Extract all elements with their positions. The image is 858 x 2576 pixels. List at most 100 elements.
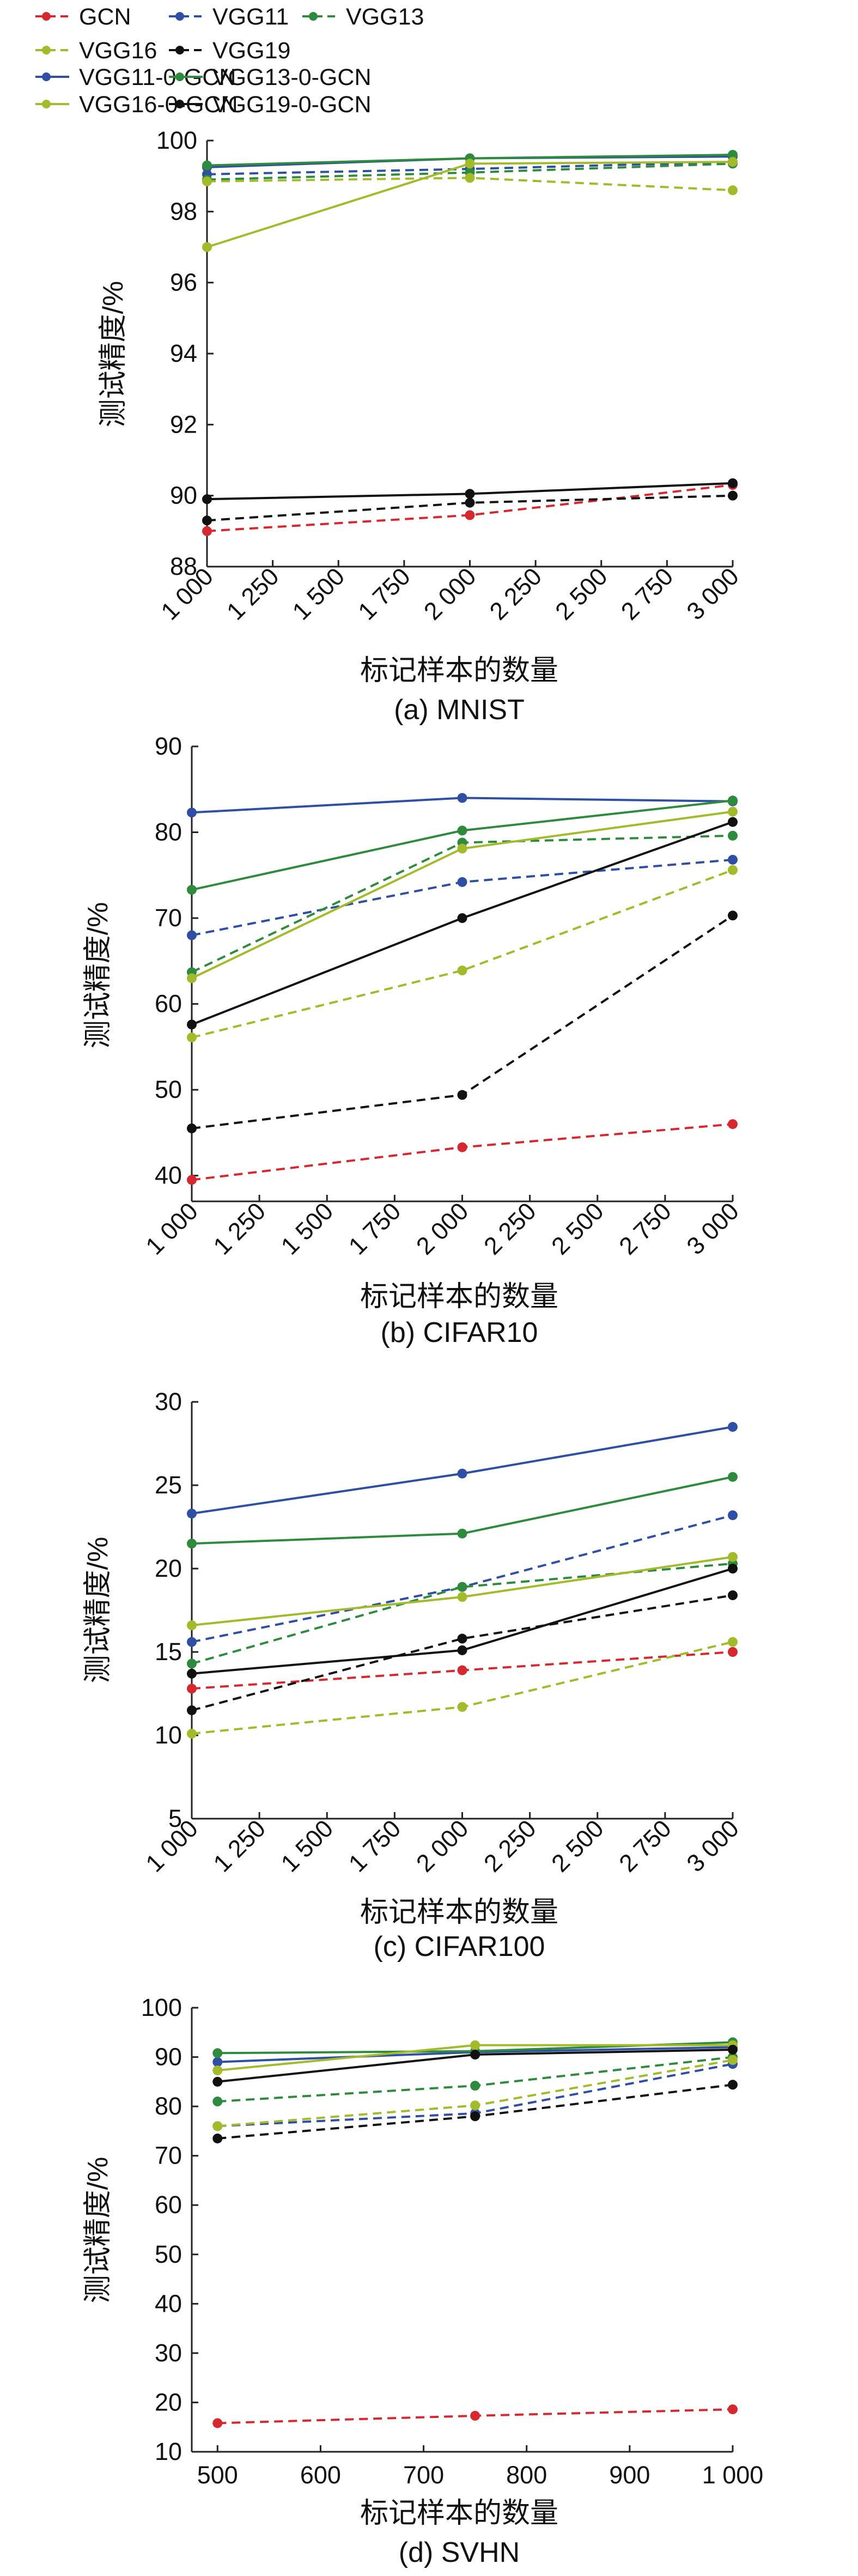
point-gcn-2000: [457, 1665, 467, 1675]
y-tick-label: 70: [155, 2142, 182, 2170]
x-tick-label: 2 250: [484, 562, 547, 625]
point-vgg11-0-gcn-2000: [457, 793, 467, 803]
y-tick-label: 20: [155, 2388, 182, 2416]
legend-label: VGG13: [346, 4, 424, 30]
y-tick-label: 80: [155, 2092, 182, 2120]
series-line-vgg16: [191, 1641, 733, 1735]
legend-label: VGG13-0-GCN: [212, 64, 372, 90]
legend-swatch-marker: [175, 72, 184, 81]
legend-label: VGG11-0-GCN: [79, 64, 236, 90]
point-gcn-1000: [202, 526, 212, 536]
point-vgg19-0-gcn-2000: [465, 489, 475, 499]
legend-label: VGG16-0-GCN: [79, 92, 238, 118]
legend-swatch-marker: [175, 100, 184, 108]
legend: GCN VGG11 VGG13 VGG16 VGG19VGG11-0-GCNVGG13-…: [35, 4, 424, 118]
y-tick-label: 88: [170, 552, 197, 580]
series-vgg11-0-gcn: [187, 793, 738, 818]
point-vgg19-0-gcn-750: [470, 2050, 480, 2060]
x-tick-label: 1 250: [208, 1197, 271, 1260]
point-vgg13-0-gcn-1000: [187, 885, 197, 895]
series-vgg19: [187, 910, 738, 1134]
x-tick-label: 2 750: [616, 562, 679, 625]
point-gcn-3000: [728, 1119, 738, 1129]
y-tick-label: 60: [155, 990, 182, 1018]
point-vgg13-0-gcn-3000: [728, 795, 738, 806]
point-vgg19-3000: [728, 910, 738, 921]
y-tick-label: 50: [155, 1076, 182, 1103]
point-gcn-2000: [457, 1142, 467, 1152]
y-tick-label: 20: [155, 1554, 182, 1582]
series-vgg13-0-gcn: [187, 1472, 738, 1549]
legend-label: GCN: [79, 4, 131, 30]
x-tick-label: 1 500: [276, 1814, 339, 1878]
y-tick-label: 30: [155, 1388, 182, 1415]
y-tick-label: 90: [155, 732, 182, 760]
series-vgg19-0-gcn: [187, 817, 738, 1030]
point-vgg11-0-gcn-3000: [728, 1421, 738, 1432]
legend-swatch-marker: [175, 12, 184, 21]
point-vgg16-0-gcn-3000: [728, 806, 738, 817]
point-vgg19-500: [212, 2133, 223, 2143]
point-vgg11-1000: [187, 1637, 197, 1647]
y-tick-label: 98: [170, 197, 197, 225]
x-tick-label: 500: [197, 2461, 238, 2489]
legend-label: VGG11: [212, 4, 289, 30]
chart-title: (a) MNIST: [394, 694, 525, 726]
y-tick-label: 60: [155, 2191, 182, 2219]
point-vgg16-1000: [728, 2055, 738, 2065]
series-vgg19: [187, 1590, 738, 1716]
series-vgg16: [212, 2055, 738, 2131]
y-tick-label: 100: [156, 126, 197, 154]
point-vgg19-0-gcn-2000: [457, 913, 467, 924]
x-tick-label: 1 000: [702, 2461, 764, 2489]
point-vgg11-0-gcn-2000: [457, 1468, 467, 1479]
point-vgg19-0-gcn-1000: [187, 1668, 197, 1679]
series-vgg19: [202, 490, 738, 526]
point-vgg11-2000: [457, 877, 467, 887]
point-vgg13-0-gcn-2000: [457, 1528, 467, 1539]
point-vgg19-0-gcn-3000: [728, 1564, 738, 1573]
point-vgg16-0-gcn-1000: [187, 1620, 197, 1631]
x-tick-label: 1 500: [276, 1197, 339, 1260]
legend-swatch-marker: [42, 100, 51, 108]
point-vgg16-0-gcn-3000: [728, 157, 738, 167]
legend-item-vgg19-0-gcn: VGG19-0-GCN: [169, 92, 372, 118]
legend-item-vgg16: VGG16: [35, 38, 157, 64]
legend-swatch-marker: [42, 46, 51, 54]
series-vgg11-0-gcn: [187, 1421, 738, 1519]
x-tick-label: 900: [609, 2461, 650, 2489]
legend-item-vgg16-0-gcn: VGG16-0-GCN: [35, 92, 238, 118]
point-vgg19-1000: [728, 2080, 738, 2090]
legend-label: VGG19: [212, 38, 290, 64]
point-vgg13-0-gcn-1000: [202, 160, 212, 171]
series-vgg16-0-gcn: [202, 157, 738, 252]
point-vgg19-3000: [728, 1590, 738, 1600]
point-gcn-1000: [187, 1684, 197, 1694]
point-vgg13-0-gcn-500: [212, 2048, 223, 2058]
series-gcn: [212, 2404, 738, 2428]
y-axis-label: 测试精度/%: [82, 1537, 114, 1684]
legend-item-vgg19: VGG19: [169, 38, 290, 64]
series-line-vgg16-0-gcn: [191, 810, 733, 980]
legend-swatch-marker: [42, 12, 51, 21]
x-tick-label: 800: [506, 2461, 547, 2489]
point-vgg16-2000: [457, 1702, 467, 1712]
x-axis-label: 标记样本的数量: [360, 2498, 558, 2529]
point-vgg16-0-gcn-750: [470, 2040, 480, 2050]
point-vgg19-0-gcn-2000: [457, 1645, 467, 1655]
point-vgg16-500: [212, 2121, 223, 2131]
point-gcn-1000: [728, 2404, 738, 2415]
point-gcn-2000: [465, 510, 475, 520]
x-tick-label: 1 000: [140, 1197, 203, 1260]
x-tick-label: 2 500: [550, 562, 613, 625]
point-vgg19-0-gcn-500: [212, 2076, 223, 2087]
point-vgg11-0-gcn-500: [212, 2057, 223, 2067]
series-vgg11: [187, 854, 738, 940]
point-vgg16-2000: [457, 965, 467, 976]
x-tick-label: 2 750: [613, 1814, 677, 1878]
x-tick-label: 3 000: [681, 562, 744, 625]
point-vgg16-0-gcn-2000: [457, 843, 467, 854]
legend-item-vgg13-0-gcn: VGG13-0-GCN: [169, 64, 372, 90]
